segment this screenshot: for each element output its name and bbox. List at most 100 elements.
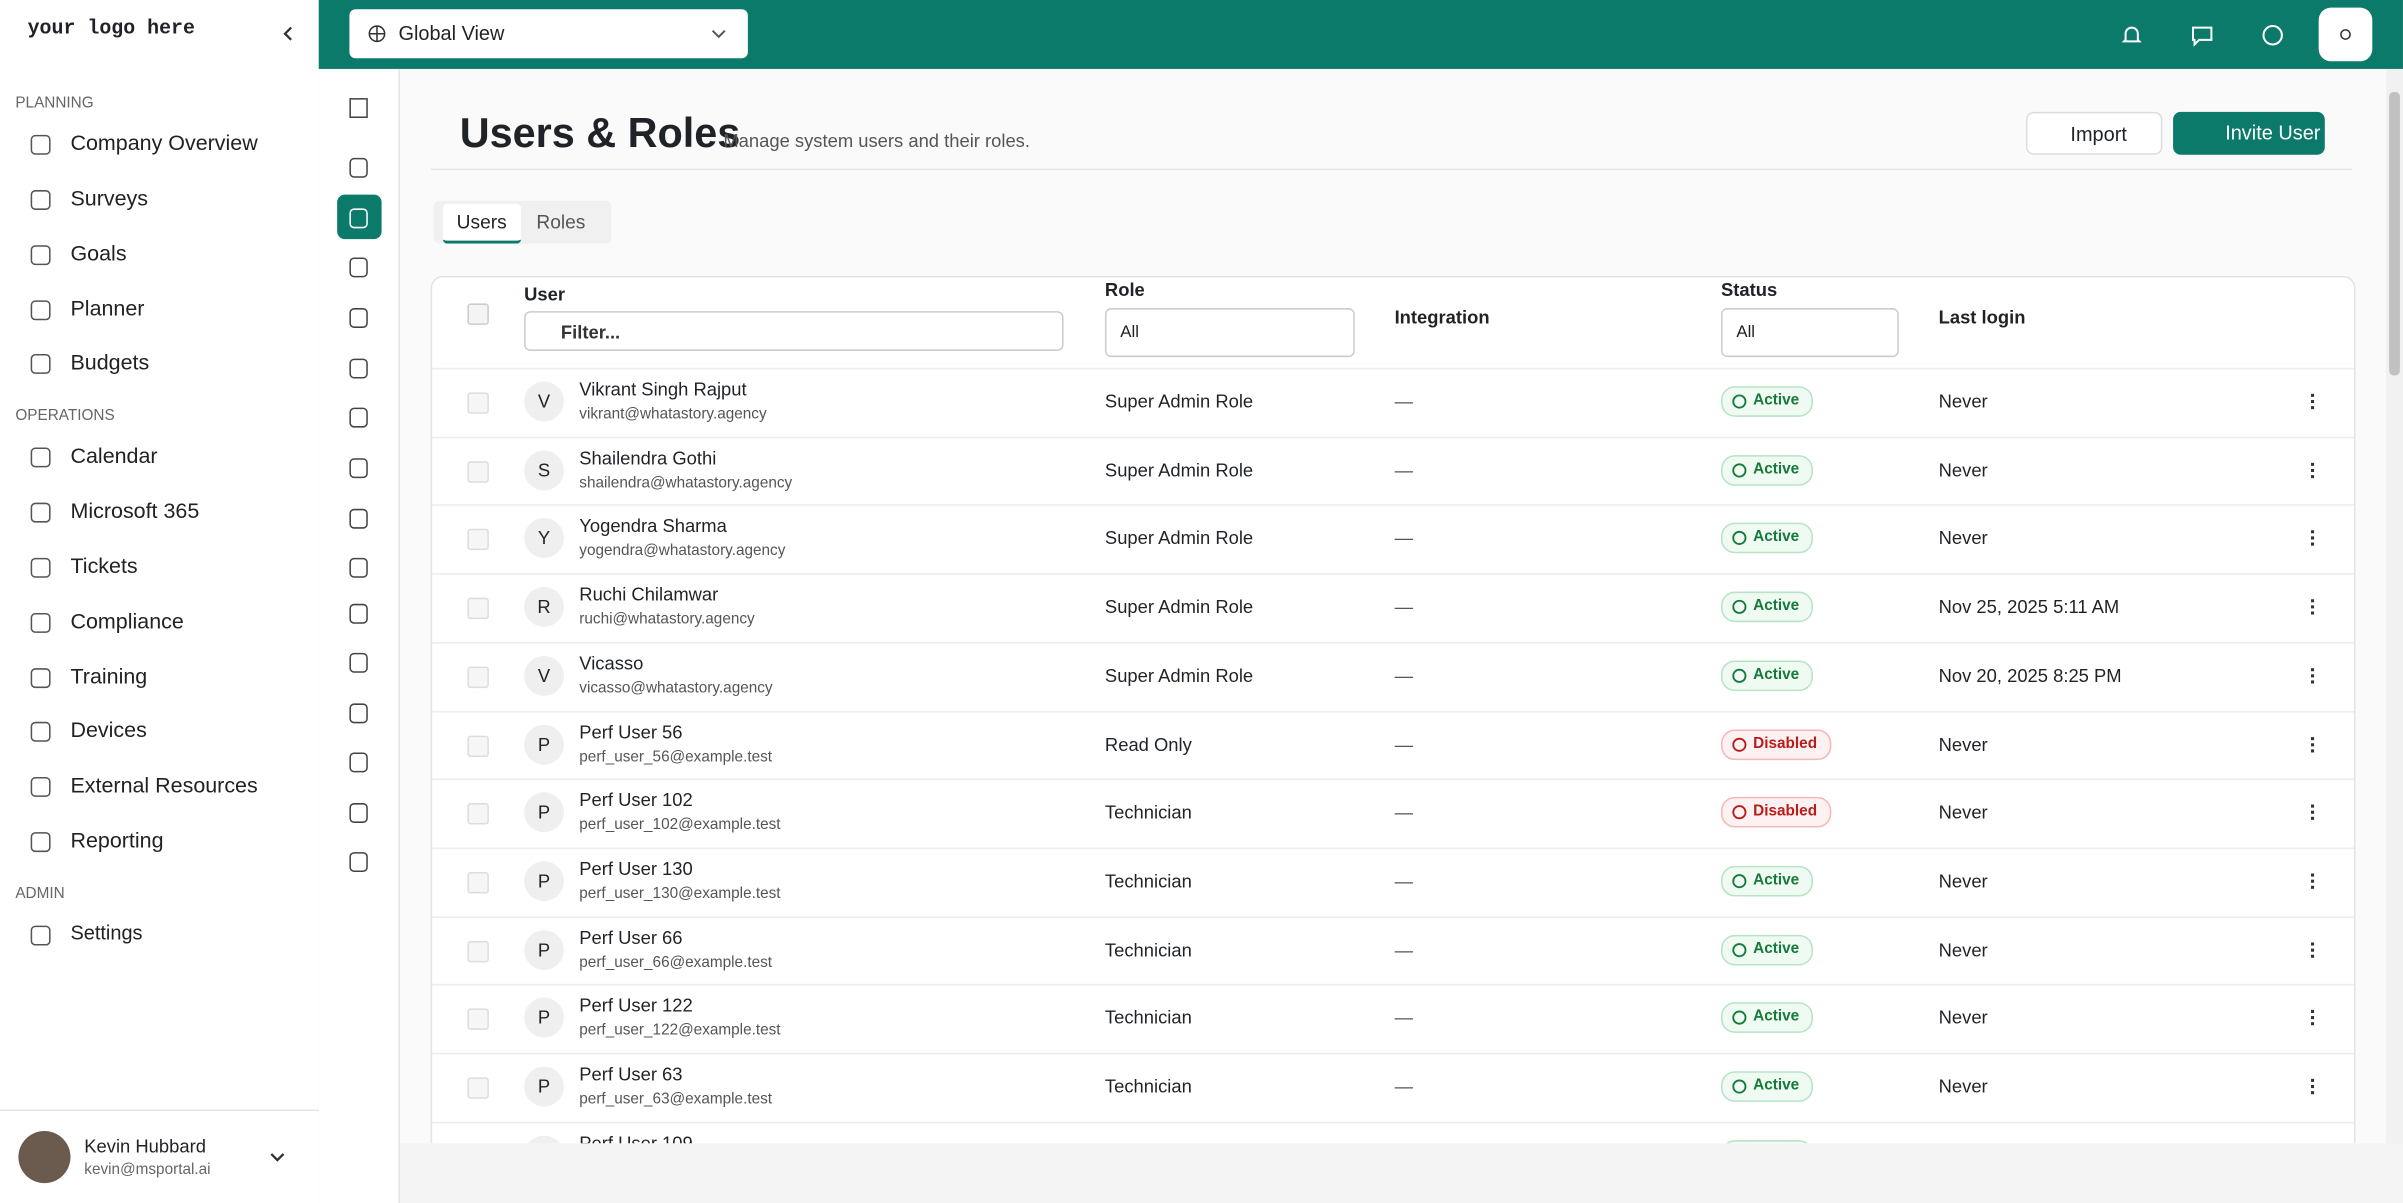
rail-icon[interactable]: [349, 803, 368, 823]
import-button[interactable]: Import: [2025, 111, 2163, 155]
row-menu[interactable]: [2311, 941, 2317, 958]
row-checkbox[interactable]: [467, 803, 489, 825]
status-filter[interactable]: All: [1720, 308, 1899, 358]
nav-item[interactable]: Surveys: [70, 185, 149, 210]
user-menu-icon[interactable]: [270, 1151, 285, 1163]
nav-item[interactable]: Devices: [70, 717, 147, 743]
rail-icon[interactable]: [349, 703, 368, 724]
nav-item[interactable]: Budgets: [70, 350, 150, 375]
nav-item[interactable]: Settings: [70, 920, 143, 944]
nav-item[interactable]: Microsoft 365: [70, 498, 200, 523]
status-badge: Active: [1720, 1139, 1813, 1144]
invite-button[interactable]: Invite User: [2173, 111, 2325, 155]
page-title: Users & Roles: [459, 110, 741, 157]
row-menu[interactable]: [2311, 393, 2317, 410]
import-label: Import: [2070, 122, 2127, 146]
nav-item[interactable]: Goals: [70, 240, 127, 265]
nav-item[interactable]: External Resources: [70, 772, 258, 798]
integration: —: [1394, 801, 1413, 824]
scroll-thumb[interactable]: [2389, 91, 2400, 376]
rail-icon[interactable]: [349, 208, 368, 229]
role-filter[interactable]: All: [1104, 308, 1355, 358]
logo: your logo here: [27, 16, 195, 40]
row-checkbox[interactable]: [467, 871, 489, 894]
rail-icon[interactable]: [349, 652, 368, 673]
nav-item[interactable]: Training: [70, 662, 148, 688]
row-checkbox[interactable]: [467, 392, 489, 414]
user-avatar[interactable]: [18, 1130, 71, 1184]
row-checkbox[interactable]: [467, 597, 489, 620]
sun-icon: [2340, 29, 2351, 40]
row-divider: [432, 984, 2354, 986]
row-divider: [432, 436, 2354, 438]
row-divider: [432, 1121, 2354, 1123]
row-menu[interactable]: [2311, 1010, 2317, 1026]
user-name: Perf User 63: [579, 1063, 683, 1086]
avatar: V: [524, 655, 564, 696]
rail-icon[interactable]: [349, 157, 368, 178]
rail-icon[interactable]: [349, 557, 368, 578]
bell-icon[interactable]: [2119, 23, 2144, 48]
status-icon: [1732, 394, 1747, 409]
help-icon[interactable]: [2260, 23, 2285, 48]
user-email: perf_user_102@example.test: [579, 817, 781, 834]
last-login: Never: [1938, 527, 1988, 550]
scope-select[interactable]: Global View: [349, 9, 748, 59]
user-email: perf_user_130@example.test: [579, 885, 781, 903]
role: Super Admin Role: [1104, 664, 1254, 687]
row-checkbox[interactable]: [467, 1077, 489, 1099]
rail-icon[interactable]: [349, 603, 368, 624]
tabs: Users Roles: [433, 200, 612, 244]
rail-icon[interactable]: [349, 852, 368, 872]
row-menu[interactable]: [2311, 667, 2317, 684]
rail-icon[interactable]: [349, 508, 368, 529]
integration: —: [1394, 459, 1413, 481]
role: Super Admin Role: [1104, 527, 1254, 550]
row-menu[interactable]: [2311, 1078, 2317, 1095]
status-icon: [1732, 942, 1747, 957]
last-login: Never: [1938, 733, 1988, 755]
rail-icon[interactable]: [349, 257, 368, 278]
tab[interactable]: Users: [442, 203, 521, 244]
row-menu[interactable]: [2311, 804, 2317, 821]
user-name: Vikrant Singh Rajput: [579, 378, 747, 400]
user-name: Shailendra Gothi: [579, 447, 717, 469]
collapse-icon[interactable]: [280, 25, 295, 43]
nav-item[interactable]: Company Overview: [70, 130, 258, 155]
chat-icon[interactable]: [2190, 23, 2215, 48]
status-badge: Active: [1720, 1002, 1813, 1034]
nav-item[interactable]: Calendar: [70, 443, 158, 468]
integration: —: [1394, 733, 1413, 755]
rail-icon[interactable]: [349, 98, 368, 119]
row-checkbox[interactable]: [467, 529, 489, 551]
status-badge: Active: [1720, 865, 1813, 897]
user-name: Perf User 109: [579, 1132, 693, 1144]
row-checkbox[interactable]: [467, 734, 489, 757]
row-menu[interactable]: [2311, 530, 2317, 547]
row-checkbox[interactable]: [467, 460, 489, 483]
filter-input[interactable]: Filter...: [524, 311, 1064, 351]
last-login: Never: [1938, 1075, 1988, 1098]
rail-icon[interactable]: [349, 458, 368, 479]
user-name: Perf User 66: [579, 926, 683, 948]
row-menu[interactable]: [2311, 599, 2317, 615]
rail-icon[interactable]: [349, 407, 368, 428]
header-checkbox[interactable]: [467, 303, 489, 325]
theme-toggle[interactable]: [2318, 7, 2373, 62]
row-checkbox[interactable]: [467, 940, 489, 962]
role: Technician: [1104, 938, 1192, 961]
nav-item[interactable]: Planner: [70, 295, 145, 320]
row-menu[interactable]: [2311, 736, 2317, 752]
nav-item[interactable]: Tickets: [70, 553, 138, 578]
nav-item[interactable]: Compliance: [70, 608, 184, 633]
rail-icon[interactable]: [349, 358, 368, 379]
rail-icon[interactable]: [349, 752, 368, 773]
row-menu[interactable]: [2311, 873, 2317, 889]
row-menu[interactable]: [2311, 462, 2317, 478]
status-icon: [1732, 462, 1747, 478]
tab[interactable]: Roles: [536, 211, 586, 233]
nav-item[interactable]: Reporting: [70, 827, 164, 853]
row-checkbox[interactable]: [467, 666, 489, 688]
rail-icon[interactable]: [349, 308, 368, 328]
row-checkbox[interactable]: [467, 1008, 489, 1031]
